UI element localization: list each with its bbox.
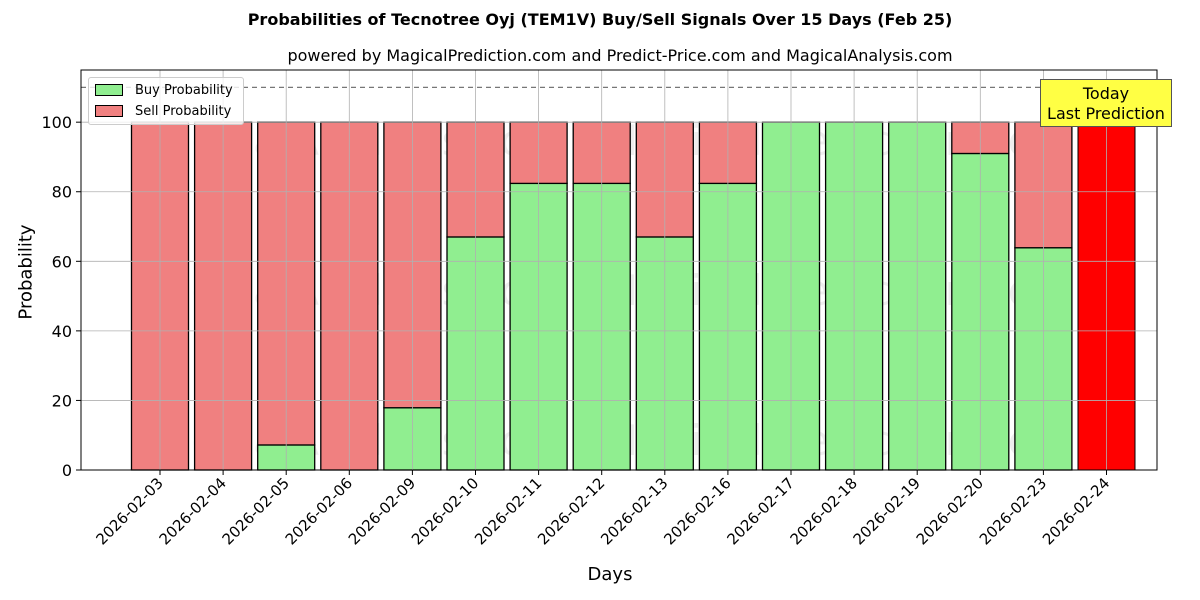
- x-tick-label: 2026-02-24: [1039, 474, 1113, 548]
- annotation-line2: Last Prediction: [1047, 104, 1165, 123]
- sell-swatch: [95, 105, 123, 117]
- x-tick-label: 2026-02-06: [282, 474, 356, 548]
- legend-item-sell: Sell Probability: [95, 103, 231, 119]
- buy-swatch: [95, 84, 123, 96]
- x-tick-label: 2026-02-13: [597, 474, 671, 548]
- y-tick-label: 60: [52, 252, 72, 271]
- y-axis-label: Probability: [15, 224, 37, 320]
- y-tick-label: 40: [52, 322, 72, 341]
- x-axis-label: Days: [587, 564, 633, 585]
- x-tick-label: 2026-02-17: [723, 474, 797, 548]
- y-tick-label: 0: [62, 461, 72, 480]
- annotation-line1: Today: [1082, 84, 1130, 103]
- x-tick-label: 2026-02-20: [913, 474, 987, 548]
- x-tick-label: 2026-02-19: [850, 474, 924, 548]
- x-tick-label: 2026-02-23: [976, 474, 1050, 548]
- y-tick-label: 80: [52, 183, 72, 202]
- legend-sell-label: Sell Probability: [135, 103, 232, 119]
- legend-item-buy: Buy Probability: [95, 82, 233, 98]
- y-tick-label: 20: [52, 391, 72, 410]
- chart-subtitle: powered by MagicalPrediction.com and Pre…: [287, 46, 953, 65]
- legend-buy-label: Buy Probability: [135, 82, 233, 98]
- x-tick-label: 2026-02-11: [471, 474, 545, 548]
- x-tick-label: 2026-02-16: [660, 474, 734, 548]
- today-annotation: Today Last Prediction: [1040, 79, 1172, 127]
- x-tick-label: 2026-02-12: [534, 474, 608, 548]
- x-tick-label: 2026-02-09: [345, 474, 419, 548]
- plot-frame: [80, 69, 1158, 471]
- x-tick-label: 2026-02-03: [92, 474, 166, 548]
- x-tick-label: 2026-02-04: [156, 474, 230, 548]
- x-tick-label: 2026-02-10: [408, 474, 482, 548]
- y-tick-label: 100: [41, 113, 72, 132]
- x-tick-label: 2026-02-18: [787, 474, 861, 548]
- x-tick-label: 2026-02-05: [219, 474, 293, 548]
- legend: Buy Probability Sell Probability: [88, 77, 244, 125]
- chart-title: Probabilities of Tecnotree Oyj (TEM1V) B…: [247, 10, 953, 29]
